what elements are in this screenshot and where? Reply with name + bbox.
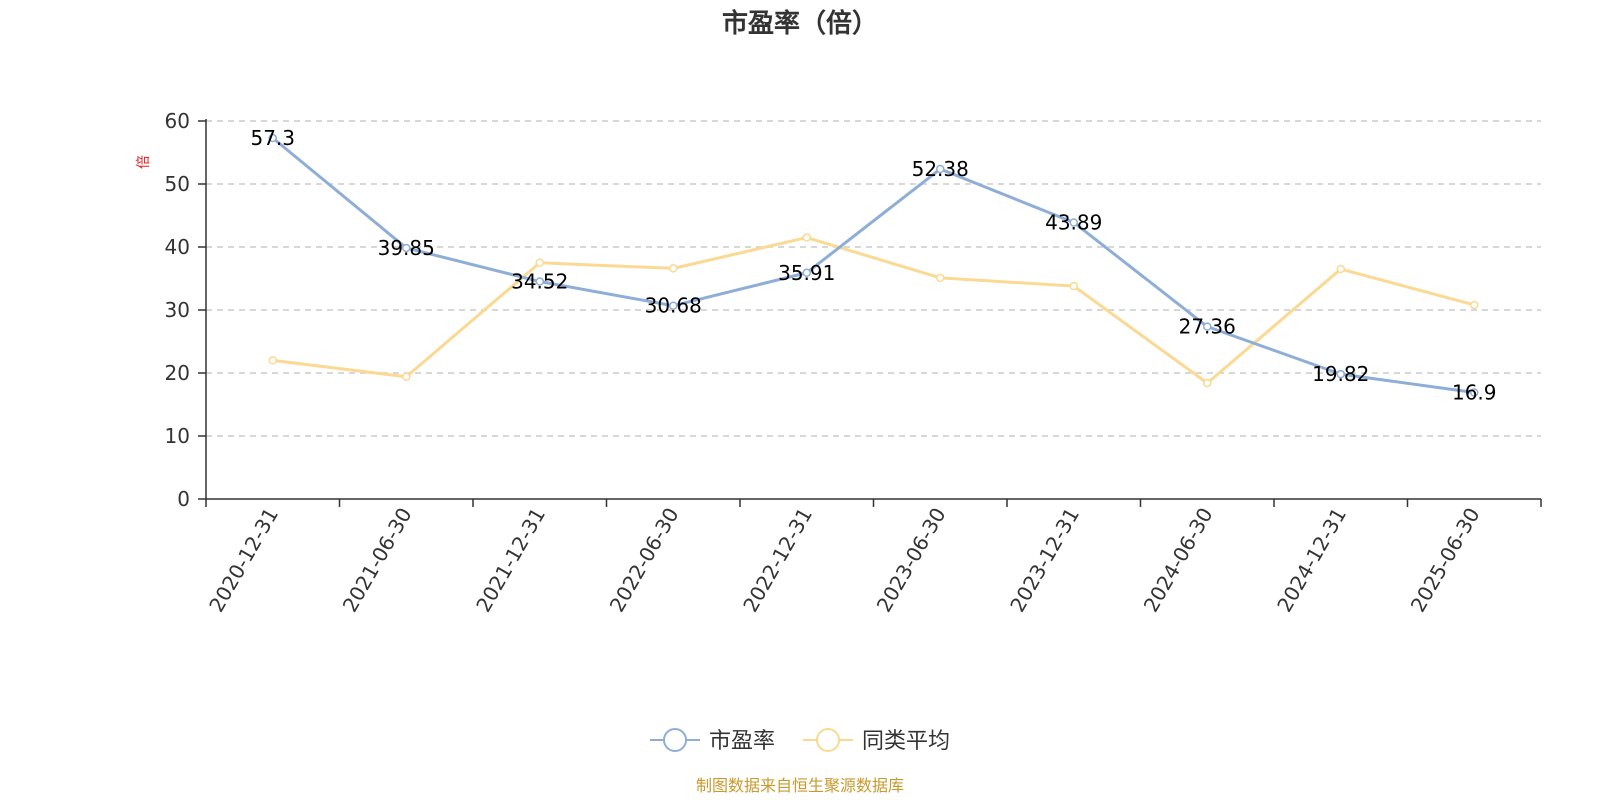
data-point <box>535 277 544 286</box>
data-label: 34.52 <box>511 270 568 294</box>
data-point <box>1470 388 1479 397</box>
legend-swatch-marker <box>816 728 840 752</box>
y-axis-unit-label: 倍 <box>136 155 152 169</box>
x-tick-label: 2023-06-30 <box>872 504 951 617</box>
data-label: 57.3 <box>250 126 295 150</box>
legend-item[interactable]: 市盈率 <box>650 728 775 754</box>
series-lines <box>268 133 1479 397</box>
x-tick-label: 2022-06-30 <box>605 504 684 617</box>
data-point <box>402 243 411 253</box>
data-point <box>268 133 277 143</box>
legend-swatch-marker <box>663 728 687 752</box>
data-label: 35.91 <box>778 261 835 285</box>
data-point <box>669 264 678 273</box>
legend-item[interactable]: 同类平均 <box>803 728 950 754</box>
data-point <box>1203 378 1212 388</box>
data-point <box>268 356 277 365</box>
legend-label: 同类平均 <box>862 729 950 754</box>
data-point <box>936 164 945 174</box>
x-tick-label: 2023-12-31 <box>1005 504 1084 617</box>
data-point <box>1336 264 1345 274</box>
chart-title: 市盈率（倍） <box>722 8 878 39</box>
data-label: 39.85 <box>378 236 435 260</box>
data-label: 16.9 <box>1452 381 1497 405</box>
data-label: 27.36 <box>1179 315 1236 339</box>
x-tick-label: 2024-12-31 <box>1272 504 1351 617</box>
data-point <box>402 372 411 382</box>
legend-label: 市盈率 <box>709 729 775 754</box>
y-tick-label: 50 <box>165 172 190 196</box>
x-tick-label: 2025-06-30 <box>1406 504 1485 617</box>
data-labels: 57.3 39.85 34.52 30.68 35.91 52.38 43.89 27.36 1… <box>250 126 1496 405</box>
y-tick-label: 60 <box>165 109 190 133</box>
data-source-note: 制图数据来自恒生聚源数据库 <box>696 776 904 795</box>
data-label: 30.68 <box>645 294 702 318</box>
data-label: 43.89 <box>1045 210 1102 234</box>
grid-lines <box>206 120 1541 437</box>
data-point <box>1203 322 1212 331</box>
data-point <box>1069 218 1078 227</box>
y-tick-label: 30 <box>165 298 190 322</box>
data-point <box>669 301 678 310</box>
y-tick-label: 0 <box>177 487 190 511</box>
data-point <box>802 268 811 278</box>
series-line <box>272 236 1475 385</box>
series-line <box>271 136 1475 395</box>
data-point <box>1470 300 1479 310</box>
x-tick-label: 2022-12-31 <box>738 504 817 617</box>
y-tick-label: 10 <box>165 424 190 448</box>
y-tick-label: 40 <box>165 235 190 259</box>
legend[interactable]: 市盈率 同类平均 <box>650 728 950 754</box>
data-point <box>802 233 811 242</box>
data-point <box>535 258 544 267</box>
data-label: 52.38 <box>912 157 969 181</box>
x-tick-label: 2021-12-31 <box>471 504 550 617</box>
data-point <box>936 273 945 283</box>
x-tick-label: 2024-06-30 <box>1139 504 1218 617</box>
x-tick-label: 2020-12-31 <box>204 504 283 617</box>
data-label: 19.82 <box>1312 362 1369 386</box>
y-tick-label: 20 <box>165 361 190 385</box>
x-tick-label: 2021-06-30 <box>338 504 417 617</box>
data-point <box>1069 281 1078 291</box>
data-point <box>1336 369 1345 379</box>
